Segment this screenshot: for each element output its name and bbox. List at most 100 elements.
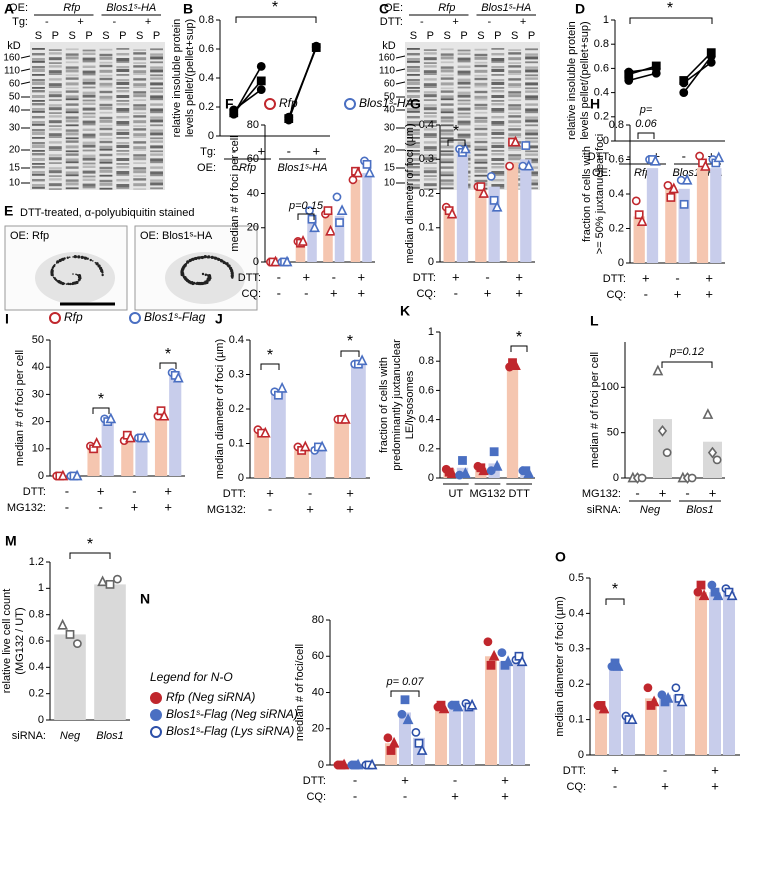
row-value: + [266,485,274,500]
gel-band [82,120,96,124]
data-point [679,199,689,209]
annotation: * [516,329,522,346]
gel-band [99,56,113,60]
gel-band [32,158,45,161]
gel-band [150,98,163,101]
data-point [316,440,328,452]
data-point [332,192,342,202]
bar [362,172,372,262]
gel-band [440,132,454,136]
gel-band [423,178,437,181]
data-point [397,709,407,719]
y-tick-label: 0.8 [594,38,609,50]
gel-band [48,107,62,111]
gel-band [48,170,62,174]
gel-band [150,61,163,64]
data-point [523,467,535,479]
y-tick-label: 0 [238,472,244,484]
data-point [483,637,493,647]
annotation: * [267,347,273,364]
y-tick-label: 0.4 [229,334,244,346]
focus [188,280,190,282]
mw-tick [20,55,31,59]
gel-band [457,65,471,68]
gel-band [116,58,130,61]
data-point [631,196,641,206]
gel-band [48,49,62,51]
treat-sign: + [520,16,526,28]
gel-band [457,128,471,131]
gel-band [32,111,45,113]
data-point [411,727,421,737]
gel-band [491,142,505,145]
bracket [510,345,528,352]
focus [53,277,57,280]
gel-band [65,53,79,56]
data-point [651,64,661,73]
gel-band [440,74,454,77]
mw-label: 15 [384,163,396,174]
gel-band [440,56,454,60]
gel-band [65,69,79,73]
gel-band [474,69,488,73]
data-point [662,448,672,458]
bar [323,212,333,262]
panel-letter: L [590,313,599,329]
gel-band [99,64,113,68]
gel-band [82,78,96,81]
gel-band [525,48,538,51]
gel-band [150,116,163,119]
y-tick-label: 0.3 [569,643,584,655]
gel-band [407,87,420,89]
gel-band [407,184,420,187]
lane-label: S [102,30,109,42]
focus [190,259,193,262]
row-value: - [65,499,69,514]
data-point [105,579,115,589]
data-point [636,215,648,226]
gel-band [99,158,113,162]
gel-band [407,179,420,182]
gel-band [491,90,505,93]
gel-band [491,171,505,174]
gel-band [65,182,79,186]
gel-band [116,121,130,124]
row-value: - [663,762,667,777]
focus [89,258,92,262]
gel-band [407,61,420,63]
gel-band [65,48,79,51]
gel-band [457,136,471,139]
gel-band [407,116,420,119]
focus [67,282,70,286]
focus [58,258,62,263]
gel-band [491,158,505,161]
panel-letter: G [410,96,421,112]
data-point [323,206,333,216]
gel-band [407,142,420,145]
gel-band [440,124,454,127]
gel-band [440,61,454,64]
gel-band [150,187,163,190]
y-tick-label: 50 [607,427,619,439]
y-tick-label: 0 [208,130,214,142]
gel-band [116,179,130,182]
gel-band [525,132,538,136]
focus [226,264,230,267]
gel-band [48,188,62,190]
data-point [505,161,514,171]
gel-band [440,137,454,140]
data-point [458,456,467,465]
y-tick-label: 0.6 [594,62,609,74]
row-value: + [705,270,713,285]
gel-band [423,136,437,138]
gel-band [423,157,437,161]
row-value: + [642,270,650,285]
lane-label: P [494,30,501,42]
gel-band [491,95,505,98]
gel-band [116,137,130,139]
gel-band [491,103,505,106]
gel-band [32,179,45,182]
data-point [256,62,266,71]
row-value: - [304,285,308,300]
gel-band [474,161,488,164]
